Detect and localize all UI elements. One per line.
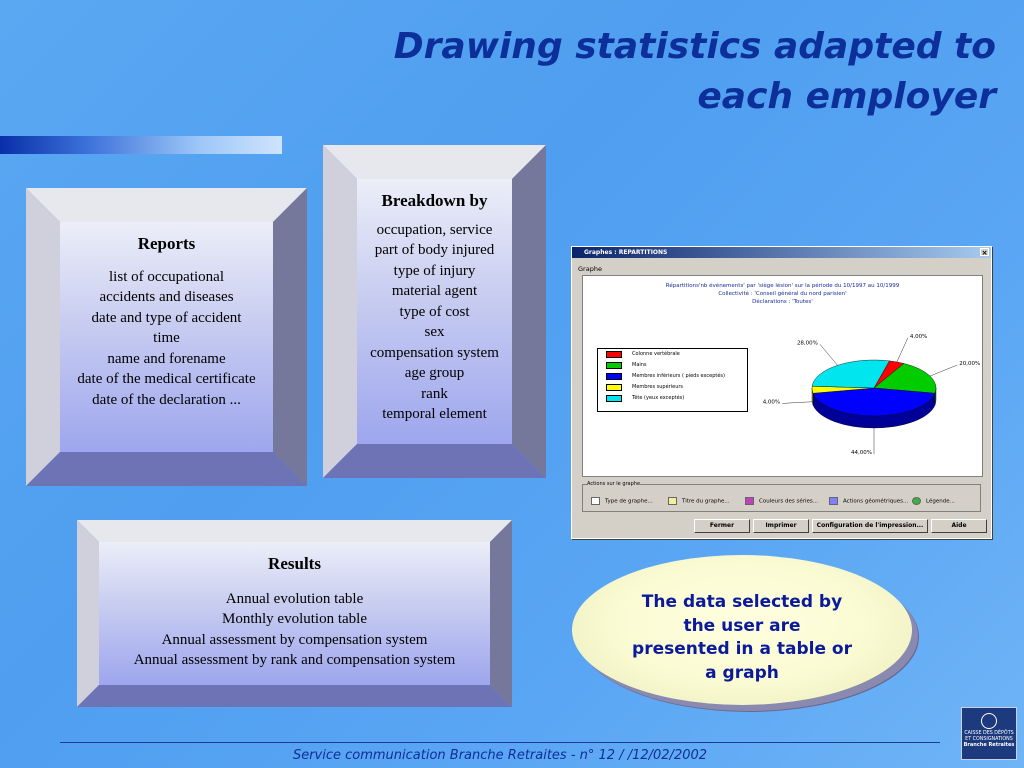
legend-label: Membres inférieurs ( pieds exceptés) [632,373,725,379]
pie-leader-line [896,337,909,363]
legend-item: Membres inférieurs ( pieds exceptés) [598,371,747,382]
chart-legend: Colonne vertébrale Mains Membres inférieur… [597,348,748,412]
breakdown-line: type of cost [399,303,470,320]
logo-line: CAISSE DES DÉPÔTS [964,731,1014,736]
breakdown-line: sex [424,324,445,340]
results-heading: Results [268,554,321,573]
results-line: Monthly evolution table [222,611,367,627]
window-titlebar[interactable]: Graphes : REPARTITIONS × [572,247,991,258]
footer-divider [60,742,940,743]
breakdown-line: age group [404,365,465,381]
pie-data-label: 28,00% [797,340,818,346]
breakdown-heading: Breakdown by [381,191,488,210]
reports-line: time [153,330,180,346]
slide-title: Drawing statistics adapted to each emplo… [296,22,996,122]
reports-line: date of the declaration ... [92,391,241,408]
chart-title-line: Déclarations : 'Toutes' [752,299,813,305]
pencil-icon [668,497,677,505]
geometry-icon [829,497,838,505]
legend-swatch [606,395,622,402]
decorative-bar [0,136,282,154]
company-logo: CAISSE DES DÉPÔTS ET CONSIGNATIONS Branc… [961,707,1017,760]
window-title: Graphes : REPARTITIONS [584,249,668,256]
legend-item: Membres supérieurs [598,382,747,393]
legend-icon [912,497,921,505]
reports-line: list of occupational [109,268,224,285]
breakdown-line: occupation, service [376,221,493,238]
results-line: Annual evolution table [225,590,364,607]
action-legend[interactable]: Légende... [912,497,955,506]
legend-swatch [606,351,622,358]
help-button[interactable]: Aide [931,519,987,533]
pie-leader-line [819,344,838,366]
callout-ellipse: The data selected by the user are presen… [572,555,912,705]
footer-text: Service communication Branche Retraites … [292,748,708,763]
legend-swatch [606,373,622,380]
pie-slice [812,387,936,417]
action-chart-type[interactable]: Type de graphe... [591,497,653,506]
chart-title-line: Collectivité : 'Conseil général du nord … [718,291,847,297]
reports-line: date and type of accident [91,309,242,326]
reports-line: name and forename [107,350,226,367]
pie-data-label: 4,00% [763,399,780,405]
reports-heading: Reports [137,234,196,253]
chart-title: Répartitions'nb événements' par 'siège l… [583,282,982,306]
callout-text: The data selected by the user are presen… [632,592,852,683]
print-button[interactable]: Imprimer [753,519,809,533]
reports-line: date of the medical certificate [77,371,256,387]
legend-item: Mains [598,360,747,371]
legend-item: Tête (yeux exceptés) [598,393,747,404]
logo-line: Branche Retraites [963,742,1015,748]
close-icon[interactable]: × [980,248,989,257]
breakdown-line: type of injury [393,262,476,279]
reports-box: Reports list of occupational accidents a… [26,188,307,486]
chart-type-icon [591,497,600,505]
legend-label: Tête (yeux exceptés) [632,395,685,401]
graph-group-label: Graphe [578,265,602,273]
pie-leader-line [930,364,958,377]
logo-line: ET CONSIGNATIONS [965,736,1013,742]
legend-item: Colonne vertébrale [598,349,747,360]
pie-leader-line [782,401,813,404]
breakdown-line: rank [421,385,448,402]
pie-data-label: 44,00% [851,450,872,456]
graph-window: Graphes : REPARTITIONS × Graphe Répartit… [571,246,992,539]
chart-area: Répartitions'nb événements' par 'siège l… [582,275,983,477]
breakdown-line: material agent [391,283,478,299]
action-geometric[interactable]: Actions géométriques... [829,497,908,506]
legend-swatch [606,362,622,369]
breakdown-box: Breakdown by occupation, service part of… [323,145,546,478]
chart-title-line: Répartitions'nb événements' par 'siège l… [665,283,900,289]
breakdown-line: part of body injured [374,242,495,258]
reports-line: accidents and diseases [99,289,234,305]
colors-icon [745,497,754,505]
legend-label: Membres supérieurs [632,384,684,390]
actions-label: Actions sur le graphe [587,481,641,487]
legend-swatch [606,384,622,391]
results-line: Annual assessment by rank and compensati… [133,652,456,668]
seal-icon [981,713,997,729]
chart-actions-group: Actions sur le graphe Type de graphe... … [582,481,981,512]
legend-label: Colonne vertébrale [632,351,680,357]
pie-chart: 4,00% 20,00% 44,00% 4,00% 28,00% [763,334,981,456]
breakdown-line: temporal element [382,406,487,422]
breakdown-line: compensation system [370,344,499,361]
action-chart-title[interactable]: Titre du graphe... [668,497,730,506]
pie-slice [811,359,890,389]
print-setup-button[interactable]: Configuration de l'impression... [812,519,928,533]
pie-data-label: 4,00% [910,334,927,340]
action-series-colors[interactable]: Couleurs des séries... [745,497,818,506]
results-line: Annual assessment by compensation system [161,631,428,648]
title-line-2: each employer [697,76,996,117]
legend-label: Mains [632,362,647,368]
results-box: Results Annual evolution table Monthly e… [77,520,512,707]
title-line-1: Drawing statistics adapted to [393,26,996,67]
close-button[interactable]: Fermer [694,519,750,533]
pie-data-label: 20,00% [959,361,980,367]
